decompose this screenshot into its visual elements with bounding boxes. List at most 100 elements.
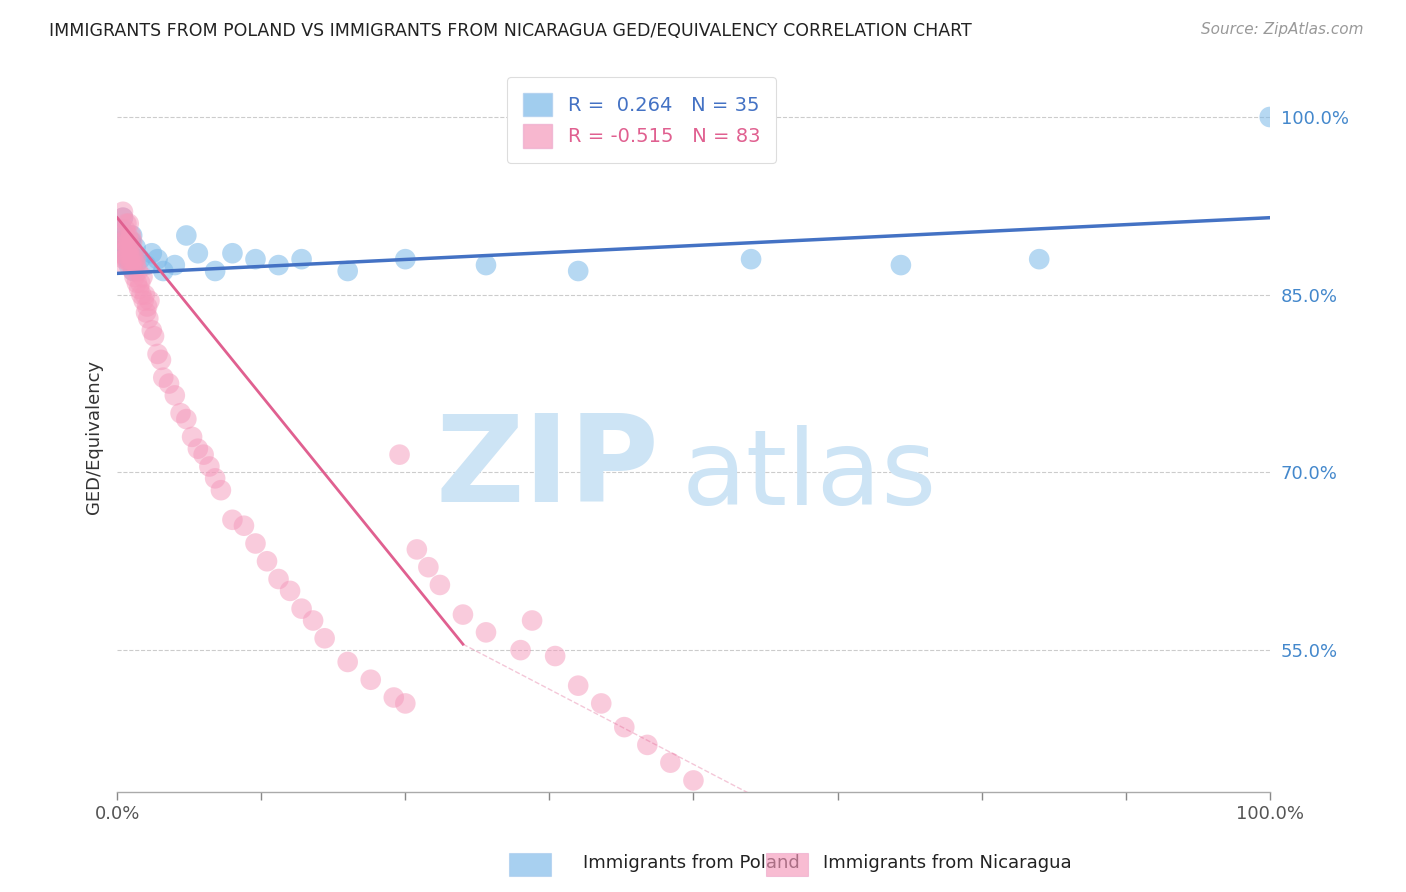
Point bbox=[176, 228, 198, 243]
Point bbox=[120, 228, 142, 243]
Point bbox=[233, 518, 256, 533]
Point bbox=[475, 258, 498, 272]
Point bbox=[520, 614, 543, 628]
Point bbox=[122, 264, 145, 278]
Point bbox=[110, 235, 132, 249]
Point bbox=[245, 536, 267, 550]
Point bbox=[209, 483, 232, 498]
Point bbox=[125, 276, 148, 290]
Point bbox=[117, 228, 139, 243]
Point bbox=[149, 352, 172, 367]
Point bbox=[127, 264, 149, 278]
Point bbox=[111, 222, 134, 236]
Point bbox=[118, 258, 141, 272]
Point bbox=[122, 246, 145, 260]
Point bbox=[682, 773, 704, 788]
Point bbox=[204, 264, 226, 278]
Point bbox=[136, 311, 159, 326]
Point bbox=[394, 252, 416, 267]
Point bbox=[132, 293, 155, 308]
Point bbox=[267, 258, 290, 272]
Point bbox=[120, 235, 142, 249]
Point bbox=[138, 293, 160, 308]
Point bbox=[136, 300, 159, 314]
Point bbox=[143, 329, 166, 343]
Point bbox=[128, 282, 150, 296]
Point bbox=[418, 560, 440, 574]
Point bbox=[291, 252, 314, 267]
Text: Source: ZipAtlas.com: Source: ZipAtlas.com bbox=[1201, 22, 1364, 37]
Point bbox=[124, 269, 146, 284]
Point bbox=[245, 252, 267, 267]
Point bbox=[115, 252, 138, 267]
Point bbox=[405, 542, 427, 557]
Point bbox=[124, 258, 146, 272]
Text: ZIP: ZIP bbox=[434, 410, 659, 527]
Point bbox=[1258, 110, 1281, 124]
Point bbox=[122, 264, 145, 278]
Point bbox=[115, 246, 138, 260]
Point bbox=[890, 258, 912, 272]
Point bbox=[124, 252, 146, 267]
Point bbox=[388, 448, 411, 462]
Point bbox=[131, 287, 153, 301]
Point bbox=[111, 228, 134, 243]
Point bbox=[567, 679, 589, 693]
Point bbox=[117, 252, 139, 267]
Point bbox=[114, 222, 136, 236]
Point bbox=[112, 235, 135, 249]
Point bbox=[114, 258, 136, 272]
Point bbox=[659, 756, 682, 770]
Point bbox=[429, 578, 451, 592]
Point bbox=[221, 513, 243, 527]
Point bbox=[111, 211, 134, 225]
Point bbox=[146, 347, 169, 361]
Point bbox=[135, 305, 157, 319]
Point bbox=[360, 673, 382, 687]
Point bbox=[118, 235, 141, 249]
Point bbox=[740, 252, 762, 267]
Point bbox=[124, 252, 146, 267]
Point bbox=[114, 240, 136, 254]
Point bbox=[112, 252, 135, 267]
Point bbox=[314, 632, 336, 646]
Point bbox=[221, 246, 243, 260]
Point bbox=[591, 697, 613, 711]
Point bbox=[613, 720, 636, 734]
Point bbox=[131, 269, 153, 284]
Point bbox=[157, 376, 180, 391]
Point bbox=[267, 572, 290, 586]
Point bbox=[382, 690, 405, 705]
Point bbox=[187, 442, 209, 456]
Point bbox=[111, 204, 134, 219]
Point bbox=[336, 655, 359, 669]
Point bbox=[110, 246, 132, 260]
Point bbox=[118, 246, 141, 260]
Point bbox=[256, 554, 278, 568]
Point bbox=[567, 264, 589, 278]
Point bbox=[169, 406, 191, 420]
Point bbox=[117, 240, 139, 254]
Point bbox=[181, 430, 204, 444]
Point bbox=[187, 246, 209, 260]
Point bbox=[121, 252, 143, 267]
Point bbox=[111, 211, 134, 225]
Point bbox=[152, 264, 174, 278]
Point bbox=[509, 643, 531, 657]
Point bbox=[336, 264, 359, 278]
Point bbox=[115, 217, 138, 231]
Point bbox=[124, 252, 146, 267]
Point bbox=[134, 287, 156, 301]
Point bbox=[118, 217, 141, 231]
Point bbox=[112, 228, 135, 243]
Point bbox=[152, 370, 174, 384]
Point bbox=[129, 252, 152, 267]
Text: Immigrants from Nicaragua: Immigrants from Nicaragua bbox=[823, 855, 1071, 872]
Point bbox=[118, 252, 141, 267]
Point bbox=[198, 459, 221, 474]
Point bbox=[108, 240, 131, 254]
Point bbox=[120, 258, 142, 272]
Point bbox=[118, 240, 141, 254]
Point bbox=[193, 448, 215, 462]
Point bbox=[118, 246, 141, 260]
